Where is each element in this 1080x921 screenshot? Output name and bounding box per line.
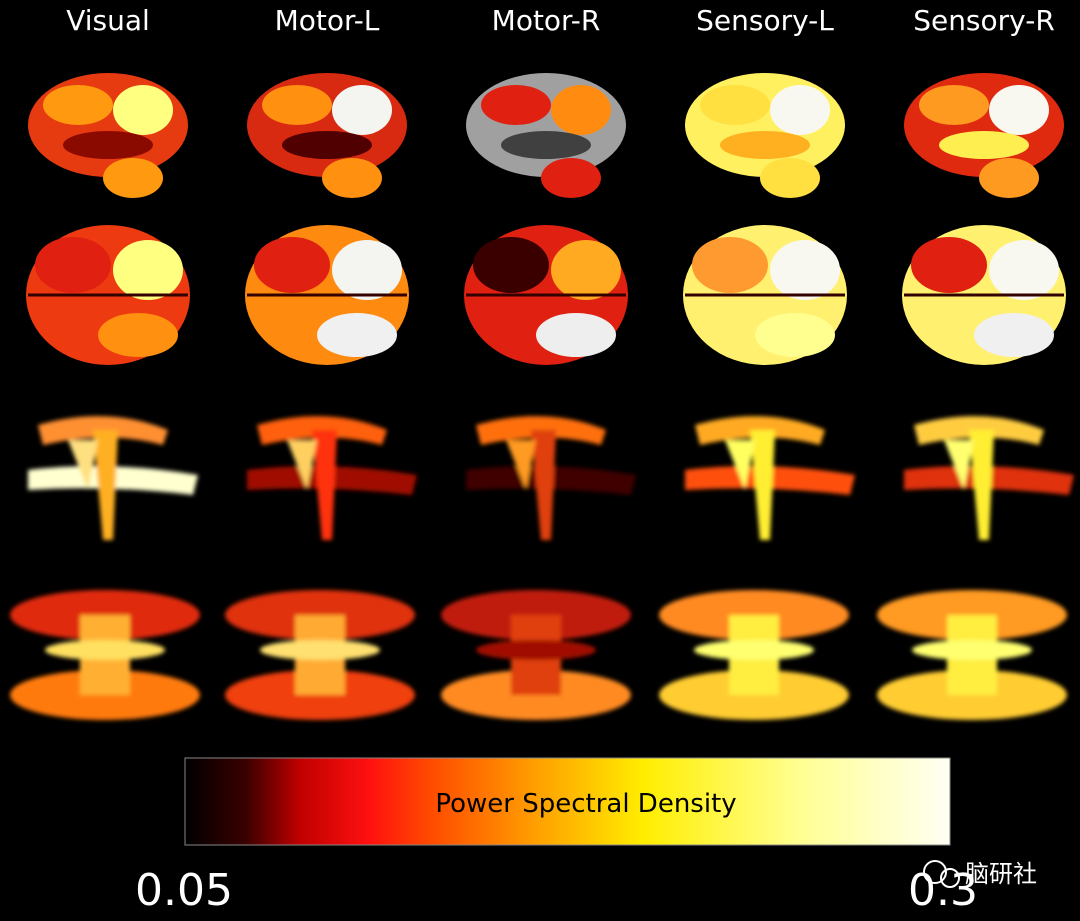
column-label: Sensory-R: [913, 4, 1055, 37]
fiber-lateral: [685, 416, 855, 540]
watermark-icon: [940, 868, 960, 888]
column-label: Visual: [66, 4, 150, 37]
fiber-top: [659, 590, 849, 720]
fiber-lateral: [466, 416, 636, 540]
fiber-lateral: [904, 416, 1074, 540]
fiber-top: [441, 590, 631, 720]
colorbar-label: Power Spectral Density: [435, 789, 736, 819]
fiber-lateral: [28, 416, 198, 540]
column-label: Motor-L: [275, 4, 380, 37]
brain-top: [243, 223, 411, 367]
brain-lateral: [247, 73, 407, 198]
brain-lateral: [28, 73, 188, 198]
column-label: Motor-R: [492, 4, 601, 37]
fiber-top: [10, 590, 200, 720]
brain-top: [24, 223, 192, 367]
colorbar-min: 0.05: [135, 865, 233, 916]
column-label: Sensory-L: [696, 4, 834, 37]
fiber-top: [877, 590, 1067, 720]
brain-top: [462, 223, 630, 367]
fiber-lateral: [247, 416, 417, 540]
fiber-top: [225, 590, 415, 720]
watermark: 脑研社: [965, 860, 1037, 888]
brain-lateral: [466, 73, 626, 198]
brain-top: [900, 223, 1068, 367]
brain-lateral: [904, 73, 1064, 198]
colorbar: [184, 757, 951, 846]
brain-top: [681, 223, 849, 367]
brain-lateral: [685, 73, 845, 198]
watermark-icon: [923, 860, 947, 884]
